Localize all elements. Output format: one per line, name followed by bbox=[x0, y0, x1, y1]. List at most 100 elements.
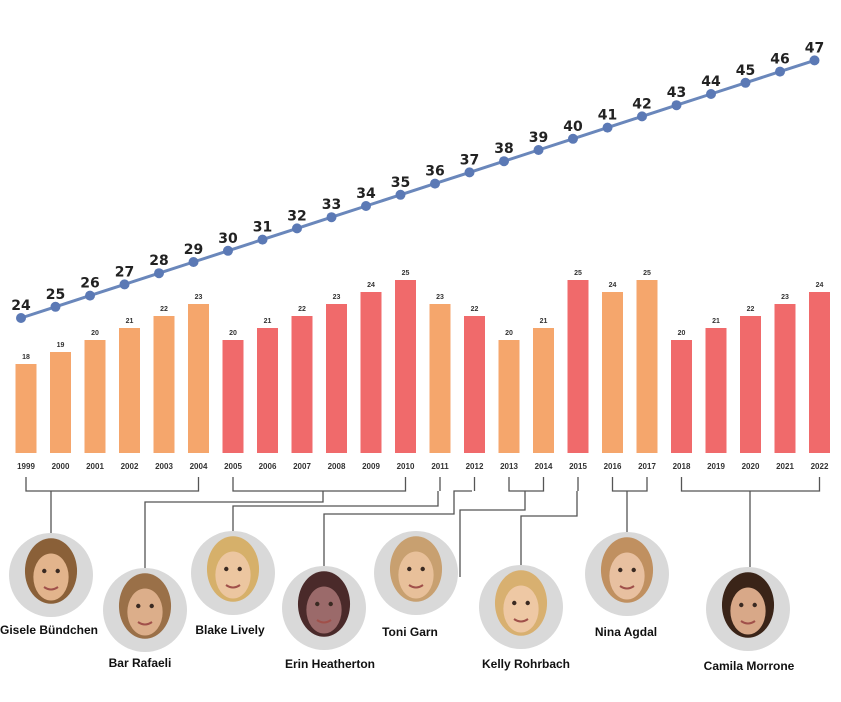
age-line-group: 24 25 26 27 28 29 30 31 32 33 34 35 36 37 38 39 40 41 42 43… bbox=[11, 40, 824, 323]
age-label-2003: 28 bbox=[149, 253, 168, 269]
person-1: Bar Rafaeli bbox=[103, 568, 187, 670]
bar-2000 bbox=[50, 352, 71, 453]
portrait-eye-right-4 bbox=[420, 566, 425, 572]
name-label-5: Kelly Rohrbach bbox=[482, 657, 570, 671]
bar-value-label-2017: 25 bbox=[643, 270, 651, 277]
bar-1999 bbox=[15, 364, 37, 453]
bar-2014 bbox=[533, 328, 554, 453]
bar-2013 bbox=[498, 340, 520, 453]
portrait-eye-left-4 bbox=[407, 566, 412, 572]
person-0: Gisele Bündchen bbox=[0, 533, 98, 637]
name-label-3: Erin Heatherton bbox=[285, 657, 375, 671]
bar-2019 bbox=[705, 328, 727, 453]
bar-value-label-2002: 21 bbox=[126, 318, 134, 325]
age-label-2019: 44 bbox=[701, 74, 721, 90]
bar-2002 bbox=[119, 328, 140, 453]
bar-2017 bbox=[636, 280, 658, 453]
portrait-eye-right-5 bbox=[525, 600, 530, 606]
connector-3 bbox=[323, 490, 472, 566]
age-point-2017 bbox=[637, 111, 647, 122]
year-tick-label-2001: 2001 bbox=[86, 462, 104, 471]
bar-2007 bbox=[291, 316, 313, 453]
age-point-2016 bbox=[602, 122, 613, 133]
year-tick-label-2012: 2012 bbox=[466, 462, 484, 471]
name-label-6: Nina Agdal bbox=[595, 625, 657, 639]
year-tick-label-2010: 2010 bbox=[397, 462, 415, 471]
year-tick-label-2021: 2021 bbox=[776, 462, 794, 471]
bar-2003 bbox=[153, 316, 175, 453]
bar-value-label-2021: 23 bbox=[781, 294, 789, 301]
year-tick-label-2009: 2009 bbox=[362, 462, 380, 471]
bar-value-label-2003: 22 bbox=[160, 306, 168, 313]
age-label-2004: 29 bbox=[184, 242, 203, 258]
age-label-2022: 47 bbox=[805, 40, 824, 56]
bar-value-label-2001: 20 bbox=[91, 330, 99, 337]
bar-2022 bbox=[809, 292, 830, 453]
brackets-group bbox=[25, 477, 821, 577]
year-tick-label-2000: 2000 bbox=[52, 462, 70, 471]
bar-2015 bbox=[567, 280, 589, 453]
bar-value-label-2022: 24 bbox=[816, 282, 824, 289]
portrait-eye-right-6 bbox=[631, 567, 636, 573]
age-point-2020 bbox=[740, 77, 751, 88]
bar-value-label-2018: 20 bbox=[678, 330, 686, 337]
portrait-mouth-1 bbox=[137, 621, 153, 626]
person-4: Toni Garn bbox=[374, 531, 458, 639]
portrait-face-0 bbox=[33, 553, 69, 601]
connector-5 bbox=[520, 491, 578, 565]
age-point-2022 bbox=[809, 55, 820, 66]
age-point-2005 bbox=[223, 245, 233, 256]
age-point-2018 bbox=[671, 100, 682, 111]
portrait-mouth-3 bbox=[316, 619, 332, 624]
year-tick-label-2018: 2018 bbox=[673, 462, 691, 471]
bracket-4 bbox=[508, 477, 545, 492]
bar-2012 bbox=[464, 316, 485, 453]
age-point-2004 bbox=[188, 257, 199, 267]
portrait-face-7 bbox=[730, 587, 766, 635]
age-label-2012: 37 bbox=[460, 152, 479, 168]
age-point-2013 bbox=[499, 156, 509, 167]
bar-2011 bbox=[429, 304, 451, 453]
bar-value-label-2015: 25 bbox=[574, 270, 582, 277]
portrait-face-3 bbox=[306, 586, 342, 634]
age-label-1999: 24 bbox=[11, 298, 31, 314]
age-point-2007 bbox=[292, 223, 302, 234]
portrait-mouth-7 bbox=[740, 620, 756, 625]
connector-1 bbox=[144, 491, 324, 568]
person-2: Blake Lively bbox=[191, 531, 275, 637]
name-label-0: Gisele Bündchen bbox=[0, 623, 98, 637]
year-tick-label-2016: 2016 bbox=[604, 462, 622, 471]
bar-value-label-2006: 21 bbox=[264, 318, 272, 325]
age-label-2017: 42 bbox=[632, 96, 651, 112]
age-label-2002: 27 bbox=[115, 264, 134, 280]
age-label-2001: 26 bbox=[80, 276, 99, 292]
portrait-eye-right-0 bbox=[55, 568, 60, 574]
name-label-7: Camila Morrone bbox=[704, 659, 795, 673]
bar-2016 bbox=[602, 292, 623, 453]
age-point-2006 bbox=[257, 234, 268, 245]
age-line bbox=[20, 58, 815, 320]
year-tick-label-2013: 2013 bbox=[500, 462, 518, 471]
portrait-mouth-4 bbox=[408, 584, 424, 589]
portrait-mouth-0 bbox=[43, 586, 59, 591]
age-label-2020: 45 bbox=[736, 63, 755, 79]
year-tick-label-2022: 2022 bbox=[811, 462, 829, 471]
age-label-2008: 33 bbox=[322, 197, 341, 213]
year-tick-label-2003: 2003 bbox=[155, 462, 173, 471]
age-point-2012 bbox=[464, 167, 475, 178]
year-tick-label-2015: 2015 bbox=[569, 462, 587, 471]
year-tick-label-2011: 2011 bbox=[431, 462, 449, 471]
bar-value-label-2008: 23 bbox=[333, 294, 341, 301]
year-tick-label-2004: 2004 bbox=[190, 462, 208, 471]
year-tick-label-2006: 2006 bbox=[259, 462, 277, 471]
age-label-2009: 34 bbox=[356, 186, 376, 202]
portrait-eye-left-1 bbox=[136, 603, 141, 609]
portrait-eye-left-3 bbox=[315, 601, 320, 607]
bar-value-label-2011: 23 bbox=[436, 294, 444, 301]
portrait-face-4 bbox=[398, 551, 434, 599]
bar-2018 bbox=[671, 340, 692, 453]
name-label-2: Blake Lively bbox=[195, 623, 265, 637]
bracket-7 bbox=[680, 477, 821, 492]
portrait-mouth-5 bbox=[513, 618, 529, 623]
year-tick-label-2014: 2014 bbox=[535, 462, 553, 471]
